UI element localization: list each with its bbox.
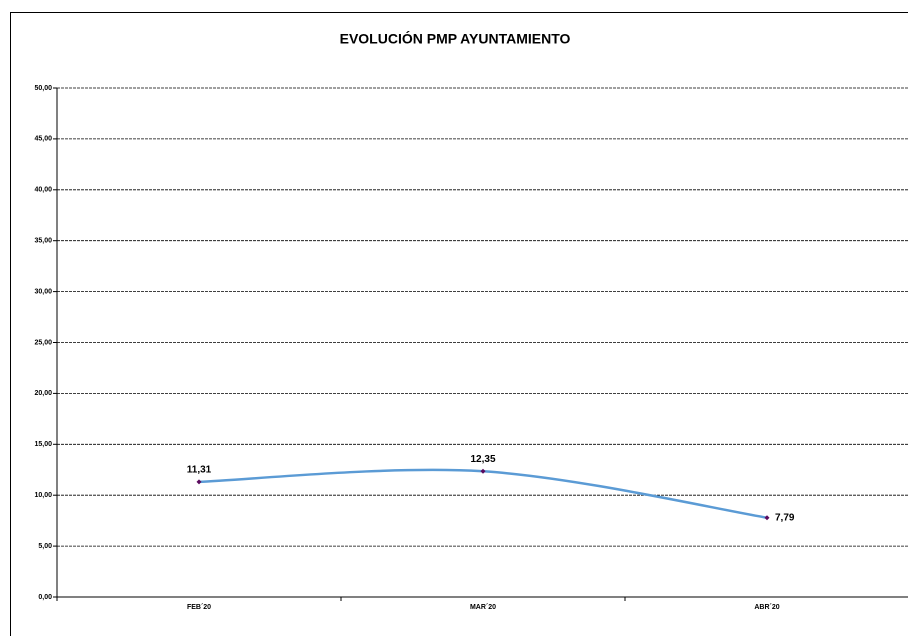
x-tick-label: ABR´20 — [754, 604, 779, 611]
chart-frame — [10, 12, 908, 636]
chart-title: EVOLUCIÓN PMP AYUNTAMIENTO — [340, 30, 571, 47]
y-tick-label: 40,00 — [34, 187, 52, 194]
y-tick-label: 15,00 — [34, 441, 52, 448]
y-tick-label: 20,00 — [34, 390, 52, 397]
x-tick-label: FEB´20 — [187, 604, 211, 611]
data-marker — [196, 479, 202, 485]
data-marker — [764, 515, 770, 521]
data-label: 12,35 — [470, 454, 495, 465]
data-label: 11,31 — [187, 465, 212, 476]
y-tick-label: 5,00 — [38, 543, 52, 550]
y-tick-label: 50,00 — [34, 85, 52, 92]
y-tick-label: 35,00 — [34, 238, 52, 245]
y-tick-label: 25,00 — [34, 339, 52, 346]
data-marker — [480, 468, 486, 474]
data-label: 7,79 — [775, 512, 795, 523]
y-tick-label: 45,00 — [34, 136, 52, 143]
x-tick-label: MAR´20 — [470, 604, 496, 611]
y-tick-label: 10,00 — [34, 492, 52, 499]
y-tick-label: 0,00 — [38, 594, 52, 601]
y-tick-label: 30,00 — [34, 288, 52, 295]
